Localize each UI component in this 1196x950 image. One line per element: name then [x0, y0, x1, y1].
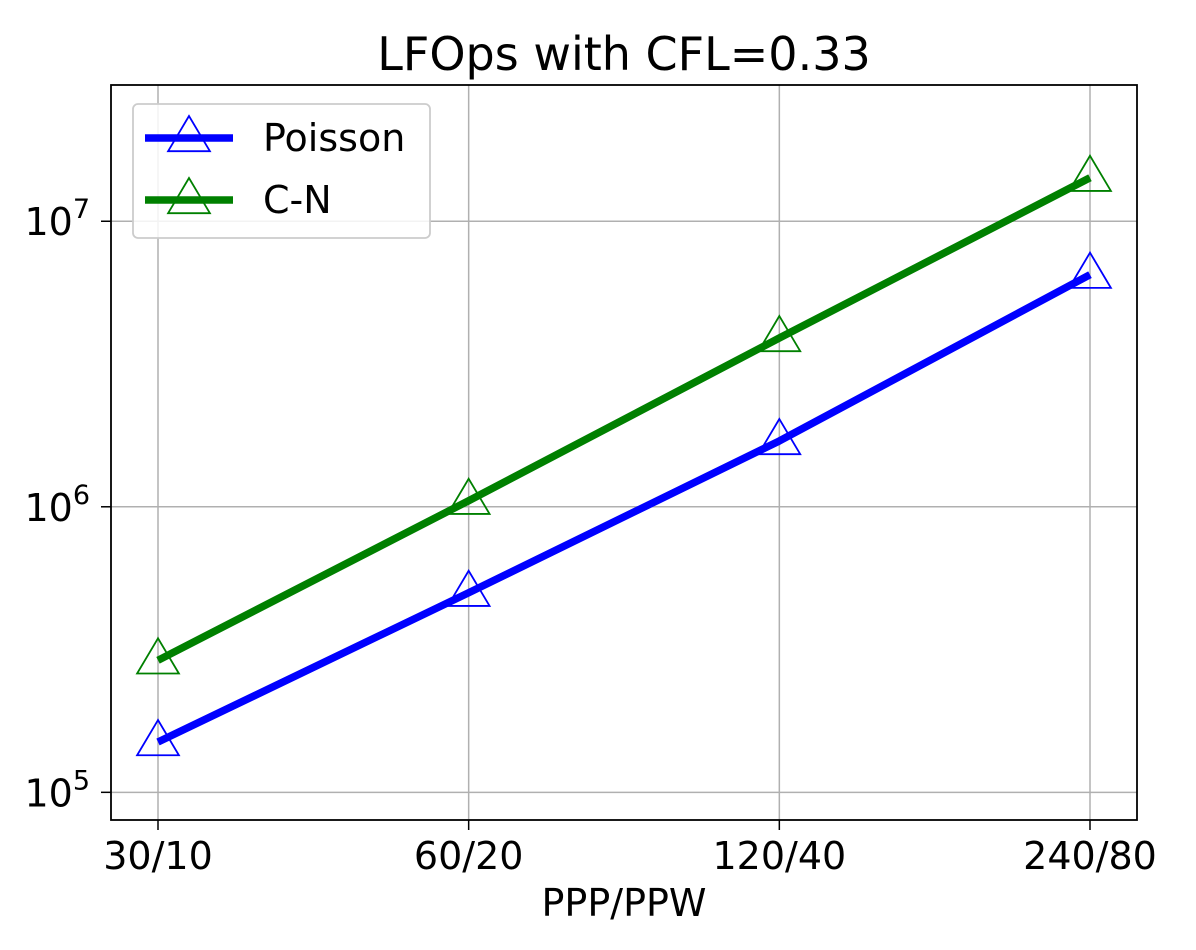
x-tick-label: 240/80	[1023, 834, 1157, 878]
data-point	[1067, 250, 1113, 289]
y-tick-label: 105	[24, 765, 90, 815]
y-tick-exponent: 7	[73, 194, 90, 225]
data-point	[135, 718, 181, 757]
y-tick-base: 10	[24, 771, 72, 815]
y-tick-base: 10	[24, 486, 72, 530]
data-point	[1067, 153, 1113, 192]
legend: Poisson C-N	[132, 103, 431, 239]
chart-title: LFOps with CFL=0.33	[377, 27, 870, 81]
series-layer	[135, 153, 1113, 757]
x-tick-label: 120/40	[712, 834, 846, 878]
x-axis-label: PPP/PPW	[542, 881, 707, 925]
data-point	[756, 314, 802, 353]
series-line	[156, 174, 1092, 664]
legend-item: Poisson	[145, 114, 405, 160]
x-tick-label: 30/10	[103, 834, 213, 878]
legend-item: C-N	[145, 176, 332, 222]
data-point	[446, 568, 492, 607]
series-poisson	[135, 250, 1113, 757]
x-axis: 30/10 60/20 120/40 240/80	[103, 820, 1157, 878]
legend-marker	[166, 176, 212, 215]
y-tick-label: 107	[24, 194, 90, 244]
series-c-n	[135, 153, 1113, 675]
legend-label: Poisson	[263, 116, 405, 160]
plot-area	[110, 84, 1138, 821]
data-point	[446, 476, 492, 515]
legend-label: C-N	[263, 178, 332, 222]
series-line	[156, 271, 1092, 746]
y-tick-exponent: 5	[73, 765, 90, 796]
x-tick-label: 60/20	[414, 834, 524, 878]
data-point	[756, 417, 802, 456]
y-tick-exponent: 6	[73, 480, 90, 511]
legend-marker	[166, 114, 212, 153]
data-point	[135, 636, 181, 675]
y-tick-label: 106	[24, 480, 90, 530]
y-tick-base: 10	[24, 200, 72, 244]
